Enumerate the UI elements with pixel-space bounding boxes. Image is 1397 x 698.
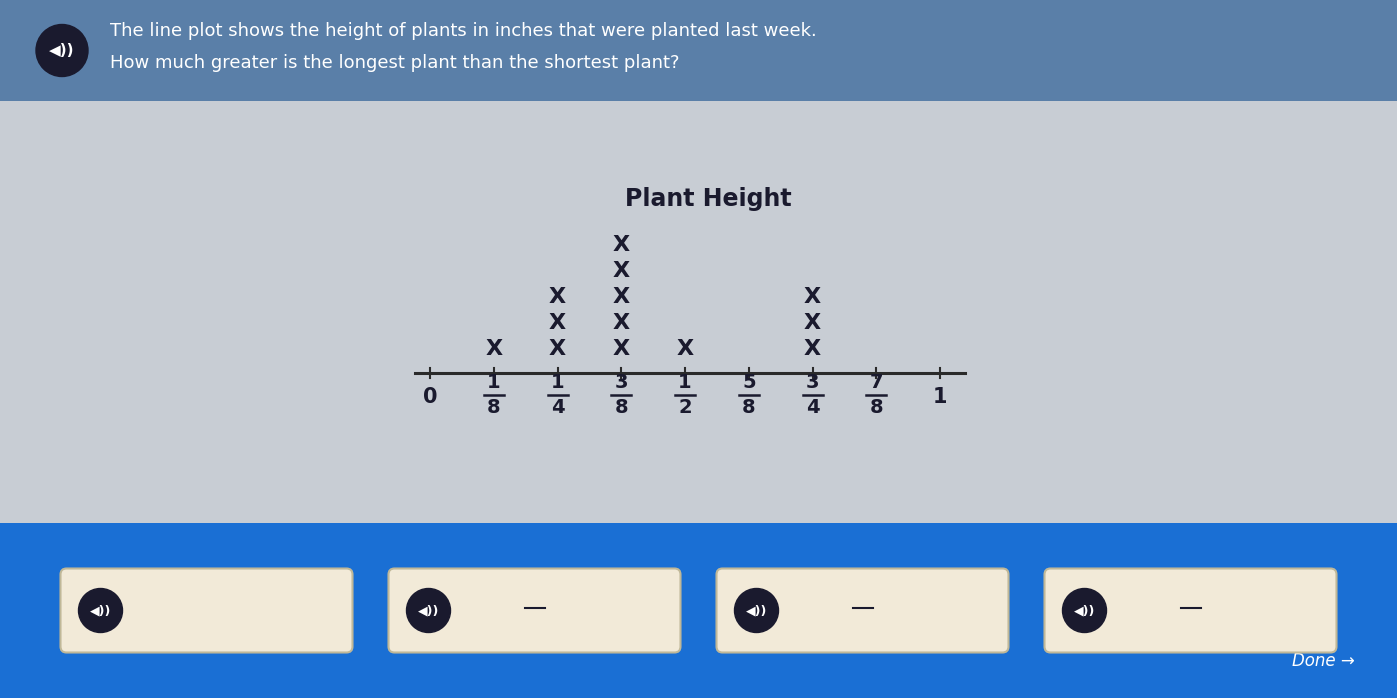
Text: 8: 8 (742, 398, 756, 417)
Bar (0, 0, 1397, 101)
Text: X: X (549, 339, 566, 359)
Text: 3: 3 (528, 588, 541, 605)
Text: 2: 2 (678, 398, 692, 417)
Text: 1: 1 (488, 373, 500, 392)
Text: X: X (549, 287, 566, 307)
Text: inch: inch (877, 600, 921, 621)
Circle shape (78, 588, 123, 632)
Text: 3: 3 (615, 373, 629, 392)
Text: 8: 8 (488, 398, 500, 417)
Text: 8: 8 (615, 398, 629, 417)
Text: ◀)): ◀)) (49, 43, 75, 58)
Circle shape (1063, 588, 1106, 632)
Text: 7: 7 (869, 373, 883, 392)
Text: 1: 1 (933, 387, 947, 407)
FancyBboxPatch shape (60, 568, 352, 653)
Text: X: X (485, 339, 503, 359)
Text: ◀)): ◀)) (746, 604, 767, 617)
Text: X: X (549, 313, 566, 333)
Text: Plant Height: Plant Height (626, 187, 792, 211)
Text: 4: 4 (550, 398, 564, 417)
Text: 1: 1 (678, 373, 692, 392)
Text: 0: 0 (423, 387, 437, 407)
Text: X: X (803, 287, 821, 307)
Text: X: X (803, 339, 821, 359)
Text: 4: 4 (806, 398, 819, 417)
Text: 5: 5 (742, 373, 756, 392)
Text: 8: 8 (869, 398, 883, 417)
Text: Done →: Done → (1292, 652, 1355, 670)
Text: The line plot shows the height of plants in inches that were planted last week.: The line plot shows the height of plants… (110, 22, 817, 40)
Text: X: X (613, 313, 630, 333)
Text: X: X (613, 235, 630, 255)
Text: X: X (676, 339, 693, 359)
Text: ◀)): ◀)) (1074, 604, 1095, 617)
Text: X: X (613, 287, 630, 307)
Text: ◀)): ◀)) (418, 604, 439, 617)
Text: inch: inch (1204, 600, 1249, 621)
FancyBboxPatch shape (1045, 568, 1337, 653)
Text: X: X (613, 261, 630, 281)
Bar (0, 523, 1397, 698)
Bar (0, 101, 1397, 523)
Text: 3: 3 (806, 373, 819, 392)
Text: 4: 4 (528, 609, 541, 628)
FancyBboxPatch shape (717, 568, 1009, 653)
Circle shape (407, 588, 450, 632)
Text: X: X (613, 339, 630, 359)
Text: 5: 5 (856, 588, 869, 605)
Text: 2: 2 (1185, 609, 1196, 628)
Text: ◀)): ◀)) (89, 604, 112, 617)
Text: 8: 8 (856, 609, 868, 628)
Text: X: X (803, 313, 821, 333)
Text: 1 inch: 1 inch (197, 600, 260, 621)
Text: How much greater is the longest plant than the shortest plant?: How much greater is the longest plant th… (110, 54, 679, 72)
FancyBboxPatch shape (388, 568, 680, 653)
Circle shape (735, 588, 778, 632)
Text: 1: 1 (550, 373, 564, 392)
Circle shape (36, 24, 88, 77)
Text: 1: 1 (1185, 588, 1196, 605)
Text: inch: inch (549, 600, 592, 621)
